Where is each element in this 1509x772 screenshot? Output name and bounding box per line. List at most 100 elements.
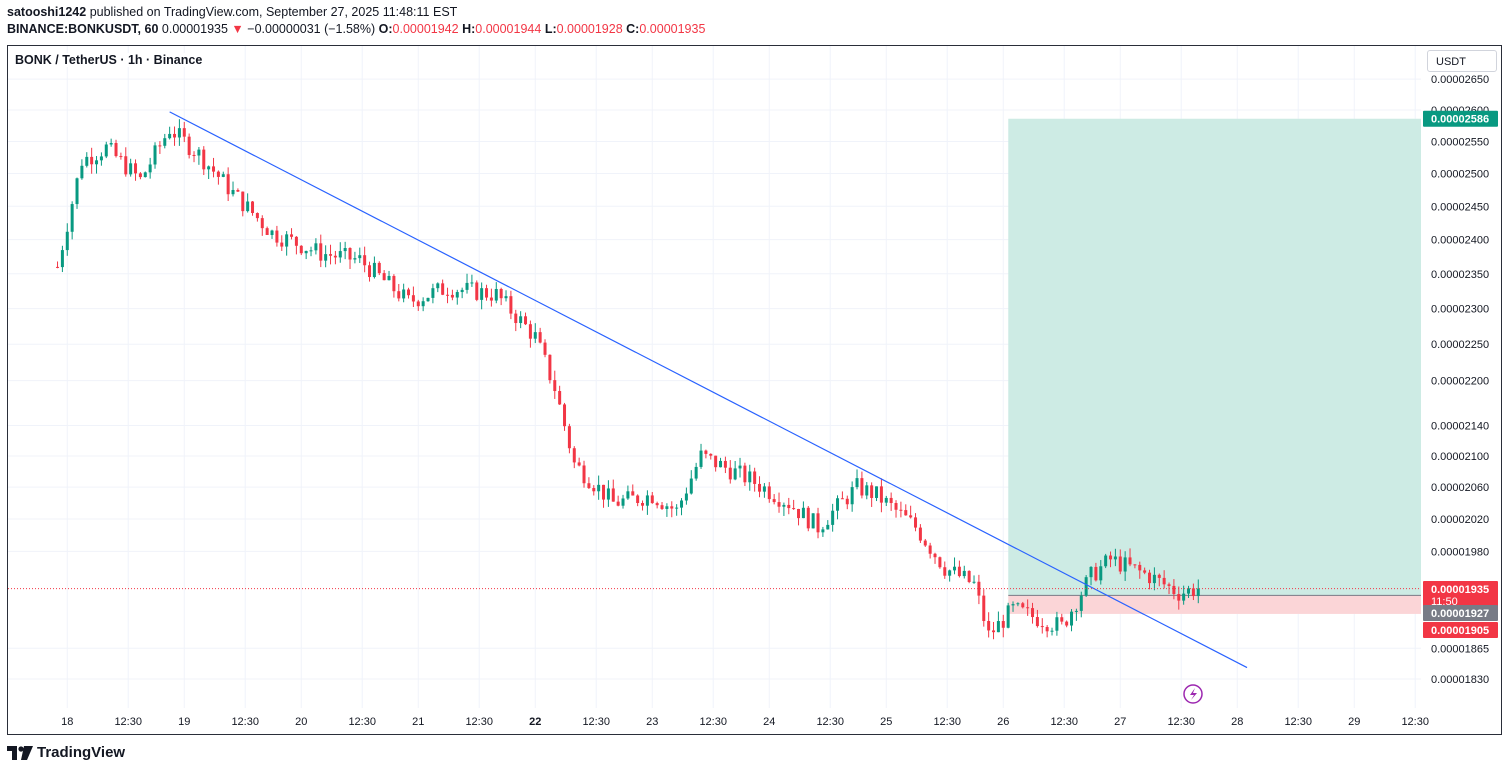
price-tick-label: 0.00002020: [1431, 514, 1489, 526]
time-tick-label: 12:30: [816, 716, 844, 728]
price-tick-label: 0.00002300: [1431, 304, 1489, 316]
price-label-stop: [1423, 622, 1498, 638]
candle-up: [1070, 611, 1074, 626]
price-change: −0.00000031 (−1.58%): [247, 22, 376, 36]
candle-up: [372, 262, 376, 278]
time-tick-label: 12:30: [465, 716, 493, 728]
candle-down: [982, 595, 986, 622]
candle-up: [387, 275, 391, 281]
price-tick-label: 0.00001830: [1431, 674, 1489, 686]
price-tick-label: 0.00002450: [1431, 201, 1489, 213]
candle-down: [241, 191, 245, 212]
candle-down: [441, 283, 445, 295]
time-tick-label: 12:30: [699, 716, 727, 728]
candle-up: [309, 250, 313, 252]
candle-up: [533, 332, 537, 339]
candle-up: [197, 149, 201, 156]
candle-down: [509, 296, 513, 314]
candle-up: [421, 301, 425, 307]
time-tick-label: 12:30: [348, 716, 376, 728]
candle-down: [1065, 621, 1069, 626]
candle-down: [382, 273, 386, 281]
candle-up: [60, 250, 64, 268]
candle-up: [948, 570, 952, 576]
candle-down: [514, 313, 518, 324]
candle-down: [909, 515, 913, 518]
symbol-legend[interactable]: BONK / TetherUS · 1h · Binance: [15, 53, 203, 67]
candle-down: [660, 505, 664, 509]
candle-down: [1026, 607, 1030, 609]
candle-down: [894, 503, 898, 510]
candle-up: [95, 160, 99, 165]
publisher-name[interactable]: satooshi1242: [7, 5, 87, 19]
candle-up: [1187, 588, 1191, 594]
candle-down: [1040, 626, 1044, 628]
candle-down: [567, 426, 571, 449]
brand-text: TradingView: [37, 744, 126, 761]
candle-up: [431, 288, 435, 298]
candle-up: [494, 288, 498, 301]
candle-down: [1172, 585, 1176, 595]
candle-down: [631, 491, 635, 496]
candle-down: [348, 248, 352, 260]
candle-up: [70, 204, 74, 232]
price-tick-label: 0.00002350: [1431, 269, 1489, 281]
candle-up: [762, 486, 766, 492]
candle-down: [577, 462, 581, 466]
candle-up: [1074, 610, 1078, 612]
candle-up: [1113, 556, 1117, 560]
candle-down: [280, 242, 284, 247]
time-tick-label: 25: [880, 716, 892, 728]
candle-up: [680, 500, 684, 508]
candle-up: [675, 507, 679, 509]
candle-down: [967, 570, 971, 582]
price-tick-label: 0.00002200: [1431, 376, 1489, 388]
candle-down: [1191, 588, 1195, 597]
candle-up: [689, 478, 693, 494]
candle-up: [1104, 555, 1108, 567]
candle-down: [275, 230, 279, 243]
candle-up: [597, 484, 601, 492]
price-label-entry: [1423, 605, 1498, 621]
price-labels: 0.000025860.0000193511:500.000019270.000…: [1423, 110, 1498, 638]
lightning-icon[interactable]: [1183, 684, 1203, 704]
published-info: published on TradingView.com, September …: [86, 5, 458, 19]
candle-down: [319, 243, 323, 261]
candle-up: [1006, 605, 1010, 628]
candle-up: [1196, 588, 1200, 597]
currency-button[interactable]: USDT: [1427, 50, 1497, 72]
open-value: 0.00001942: [392, 22, 459, 36]
candle-down: [572, 448, 576, 463]
candle-down: [870, 485, 874, 498]
price-tick-label: 0.00002650: [1431, 74, 1489, 86]
candle-down: [992, 630, 996, 633]
tradingview-logo[interactable]: TradingView: [7, 744, 125, 761]
candle-down: [772, 499, 776, 503]
candle-down: [251, 201, 255, 214]
candle-up: [85, 156, 89, 166]
candle-up: [850, 487, 854, 505]
candle-up: [836, 498, 840, 511]
candle-up: [684, 493, 688, 501]
symbol-full: BINANCE:BONKUSDT, 60: [7, 22, 159, 36]
time-tick-label: 23: [646, 716, 658, 728]
high-value: 0.00001944: [475, 22, 542, 36]
time-tick-label: 22: [529, 716, 541, 728]
candle-down: [173, 133, 177, 138]
candle-down: [1143, 570, 1147, 573]
price-tick-label: 0.00002550: [1431, 136, 1489, 148]
candle-up: [285, 234, 289, 247]
candle-up: [748, 471, 752, 483]
candle-down: [119, 156, 123, 158]
position-zones: [1008, 118, 1421, 614]
candle-down: [450, 294, 454, 298]
candle-down: [1094, 566, 1098, 581]
time-tick-label: 26: [997, 716, 1009, 728]
candle-up: [1084, 577, 1088, 596]
price-tick-label: 0.00002400: [1431, 235, 1489, 247]
low-value: 0.00001928: [556, 22, 623, 36]
candle-up: [80, 165, 84, 179]
candle-down: [290, 234, 294, 237]
candle-down: [845, 498, 849, 505]
